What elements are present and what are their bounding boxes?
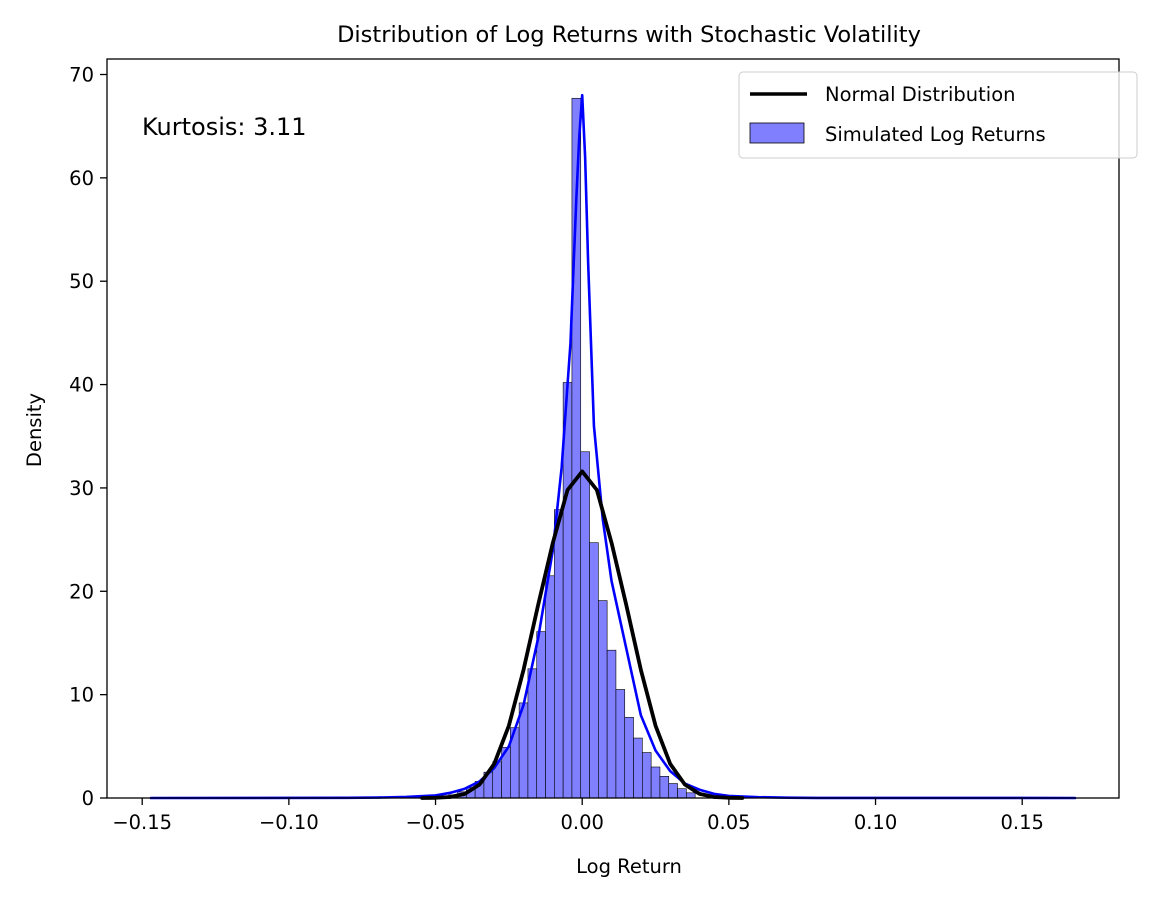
x-tick-label: 0.00 <box>560 811 603 834</box>
histogram-bar <box>686 792 696 799</box>
histogram-bar <box>554 509 564 799</box>
x-tick-label: 0.10 <box>854 811 897 834</box>
histogram-bar <box>589 542 599 799</box>
legend-normal-label: Normal Distribution <box>825 83 1016 106</box>
histogram-bar <box>606 649 617 799</box>
histogram-bar <box>615 689 626 799</box>
kurtosis-annotation: Kurtosis: 3.11 <box>142 113 307 141</box>
x-tick-label: −0.05 <box>406 811 466 834</box>
legend-histogram-label: Simulated Log Returns <box>825 123 1046 146</box>
chart-lines <box>149 93 1077 800</box>
y-tick-label: 50 <box>69 270 94 293</box>
histogram-bar <box>677 788 687 799</box>
histogram-bar <box>668 783 678 799</box>
legend-histogram-swatch <box>749 122 805 144</box>
x-tick-label: 0.15 <box>1000 811 1043 834</box>
y-tick-label: 20 <box>69 580 94 603</box>
chart-title: Distribution of Log Returns with Stochas… <box>337 22 921 48</box>
legend-frame <box>738 71 1138 159</box>
histogram-bar <box>642 752 652 799</box>
x-tick-label: 0.05 <box>707 811 750 834</box>
y-tick-label: 40 <box>69 374 94 397</box>
histogram-bar <box>598 600 608 799</box>
histogram-bar <box>650 766 661 799</box>
legend: Normal Distribution Simulated Log Return… <box>738 71 1138 159</box>
y-tick-label: 70 <box>69 64 94 87</box>
x-tick-label: −0.15 <box>112 811 172 834</box>
histogram-bar <box>545 575 555 799</box>
plot-frame <box>106 58 1120 799</box>
histogram-bar <box>527 668 538 799</box>
x-axis-label: Log Return <box>576 855 682 878</box>
normal-distribution-line <box>420 469 745 800</box>
histogram-bar <box>624 717 634 799</box>
y-tick-label: 30 <box>69 477 94 500</box>
y-axis-label: Density <box>23 393 46 467</box>
histogram-bar <box>633 737 643 799</box>
x-tick-label: −0.10 <box>259 811 319 834</box>
kde-curve-line <box>149 93 1077 800</box>
x-axis-ticks: −0.15 −0.10 −0.05 0.00 0.05 0.10 0.15 <box>112 798 1044 834</box>
y-tick-label: 60 <box>69 167 94 190</box>
histogram-bar <box>536 631 546 799</box>
y-tick-label: 10 <box>69 684 94 707</box>
y-tick-label: 0 <box>82 787 94 810</box>
histogram-bar <box>580 451 590 799</box>
y-axis-ticks: 0 10 20 30 40 50 60 70 <box>69 64 107 810</box>
histogram-bar <box>659 775 670 799</box>
